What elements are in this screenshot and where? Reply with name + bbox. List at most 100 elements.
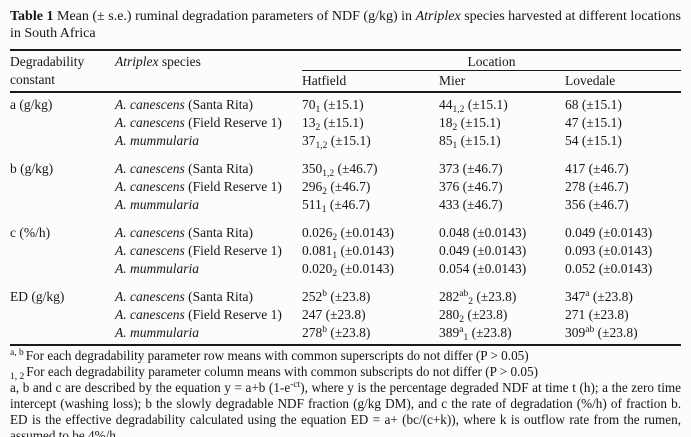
value-cell: 271 (±23.8) <box>565 307 629 322</box>
value-cell: 376 (±46.7) <box>439 179 503 194</box>
value-cell: 68 (±15.1) <box>565 97 622 112</box>
value-cell: 2802 (±23.8) <box>439 307 508 325</box>
table-section: a (g/kg) A. canescens (Santa Rita) 701 (±1… <box>10 96 681 151</box>
value-cell: 851 (±15.1) <box>439 133 501 151</box>
text-run: species harvested at different locations… <box>10 9 681 41</box>
table-row: a (g/kg) A. canescens (Santa Rita) 701 (±1… <box>10 96 681 115</box>
species-cell: A. canescens (Santa Rita) <box>115 289 253 304</box>
text-run: Mean (± s.e.) ruminal degradation parame… <box>53 9 416 24</box>
species-name-italic: A. mummularia <box>115 261 199 276</box>
table-row: ED (g/kg) A. canescens (Santa Rita) 252b (… <box>10 288 681 307</box>
table-row: A. canescens (Field Reserve 1) 2962 (±46.… <box>10 178 681 197</box>
value-cell: 3501,2 (±46.7) <box>302 161 378 179</box>
table-row: A. mummularia 278b (±23.8) 389a1 (±23.8) 30… <box>10 324 681 343</box>
species-cell: A. mummularia <box>115 324 302 342</box>
value-cell: 247 (±23.8) <box>302 307 366 322</box>
value-cell: 0.0811 (±0.0143) <box>302 243 395 261</box>
table-row: A. mummularia 5111 (±46.7) 433 (±46.7) 356 … <box>10 196 681 215</box>
value-cell: 417 (±46.7) <box>565 161 629 176</box>
species-cell: A. mummularia <box>115 260 302 278</box>
table-row: A. mummularia 0.0202 (±0.0143) 0.054 (±0.0… <box>10 260 681 279</box>
column-header-mier: Mier <box>439 73 466 88</box>
value-cell: 0.048 (±0.0143) <box>439 225 527 240</box>
value-cell: 182 (±15.1) <box>439 115 501 133</box>
text-run: -ct <box>290 380 301 390</box>
value-cell: 0.054 (±0.0143) <box>439 261 527 276</box>
parameter-cell <box>10 324 115 342</box>
value-cell: 278b (±23.8) <box>302 325 371 340</box>
value-cell: 5111 (±46.7) <box>302 197 370 215</box>
table-row: A. canescens (Field Reserve 1) 247 (±23.8… <box>10 306 681 325</box>
species-name-italic: A. canescens <box>115 179 185 194</box>
table-section: c (%/h) A. canescens (Santa Rita) 0.0262 (… <box>10 224 681 279</box>
value-cell: 441,2 (±15.1) <box>439 97 508 115</box>
footnote: a, b For each degradability parameter row… <box>10 348 529 363</box>
header-line: Degradability <box>10 54 85 69</box>
column-header-hatfield: Hatfield <box>302 73 347 88</box>
value-cell: 54 (±15.1) <box>565 133 622 148</box>
text-run: a, b and c are described by the equation… <box>10 380 291 395</box>
location-group-label: Location <box>302 53 681 71</box>
footnote: 1, 2 For each degradability parameter col… <box>10 364 538 382</box>
table-caption: Table 1 Mean (± s.e.) ruminal degradatio… <box>10 8 681 42</box>
footnotes: a, b For each degradability parameter row… <box>10 348 681 437</box>
parameter-cell <box>10 306 115 324</box>
species-name-italic: A. canescens <box>115 307 185 322</box>
value-cell: 2962 (±46.7) <box>302 179 371 197</box>
column-header-location-group: Location Hatfield Mier Lovedale <box>302 53 681 90</box>
footnote-marker: 1, 2 <box>10 372 25 382</box>
value-cell: 701 (±15.1) <box>302 97 364 115</box>
footnote-marker: a, b <box>10 348 24 358</box>
value-cell: 373 (±46.7) <box>439 161 503 176</box>
species-name-italic: A. canescens <box>115 225 185 240</box>
degradation-table: Degradability constant Atriplex species … <box>10 49 681 346</box>
table-row: b (g/kg) A. canescens (Santa Rita) 3501,2 … <box>10 160 681 179</box>
value-cell: 309ab (±23.8) <box>565 325 638 340</box>
parameter-cell: b (g/kg) <box>10 161 54 176</box>
table-body: a (g/kg) A. canescens (Santa Rita) 701 (±1… <box>10 93 681 346</box>
species-name-italic: A. canescens <box>115 115 185 130</box>
parameter-cell: ED (g/kg) <box>10 289 65 304</box>
value-cell: 433 (±46.7) <box>439 197 503 212</box>
table-header: Degradability constant Atriplex species … <box>10 49 681 93</box>
header-line: constant <box>10 72 55 87</box>
parameter-cell: c (%/h) <box>10 225 51 240</box>
value-cell: 371,2 (±15.1) <box>302 133 371 151</box>
parameter-cell <box>10 196 115 214</box>
species-cell: A. mummularia <box>115 132 302 150</box>
species-name-italic: A. canescens <box>115 161 185 176</box>
text-run: Atriplex <box>415 9 461 24</box>
column-header-lovedale: Lovedale <box>565 73 616 88</box>
value-cell: 0.0262 (±0.0143) <box>302 225 395 243</box>
species-cell: A. canescens (Santa Rita) <box>115 97 253 112</box>
value-cell: 356 (±46.7) <box>565 197 629 212</box>
value-cell: 0.049 (±0.0143) <box>565 225 653 240</box>
table-row: c (%/h) A. canescens (Santa Rita) 0.0262 (… <box>10 224 681 243</box>
species-name-italic: A. mummularia <box>115 197 199 212</box>
species-cell: A. canescens (Field Reserve 1) <box>115 179 282 194</box>
species-cell: A. canescens (Santa Rita) <box>115 161 253 176</box>
species-name-italic: A. mummularia <box>115 325 199 340</box>
table-row: A. canescens (Field Reserve 1) 132 (±15.1… <box>10 114 681 133</box>
value-cell: 47 (±15.1) <box>565 115 622 130</box>
species-cell: A. canescens (Field Reserve 1) <box>115 243 282 258</box>
species-cell: A. canescens (Field Reserve 1) <box>115 307 282 322</box>
value-cell: 282ab2 (±23.8) <box>439 289 517 307</box>
table-section: ED (g/kg) A. canescens (Santa Rita) 252b (… <box>10 288 681 343</box>
value-cell: 347a (±23.8) <box>565 289 633 304</box>
text-run: Table 1 <box>10 9 54 24</box>
species-cell: A. canescens (Field Reserve 1) <box>115 115 282 130</box>
text-run: ), where y is the percentage degraded ND… <box>10 380 681 437</box>
value-cell: 132 (±15.1) <box>302 115 364 133</box>
column-header-species: Atriplex species <box>115 53 302 90</box>
value-cell: 0.093 (±0.0143) <box>565 243 653 258</box>
header-genus-italic: Atriplex <box>115 54 159 69</box>
parameter-cell <box>10 114 115 132</box>
value-cell: 0.052 (±0.0143) <box>565 261 653 276</box>
parameter-cell <box>10 242 115 260</box>
species-name-italic: A. canescens <box>115 97 185 112</box>
value-cell: 252b (±23.8) <box>302 289 371 304</box>
value-cell: 389a1 (±23.8) <box>439 325 512 343</box>
header-species-rest: species <box>158 54 201 69</box>
table-row: A. canescens (Field Reserve 1) 0.0811 (±0… <box>10 242 681 261</box>
